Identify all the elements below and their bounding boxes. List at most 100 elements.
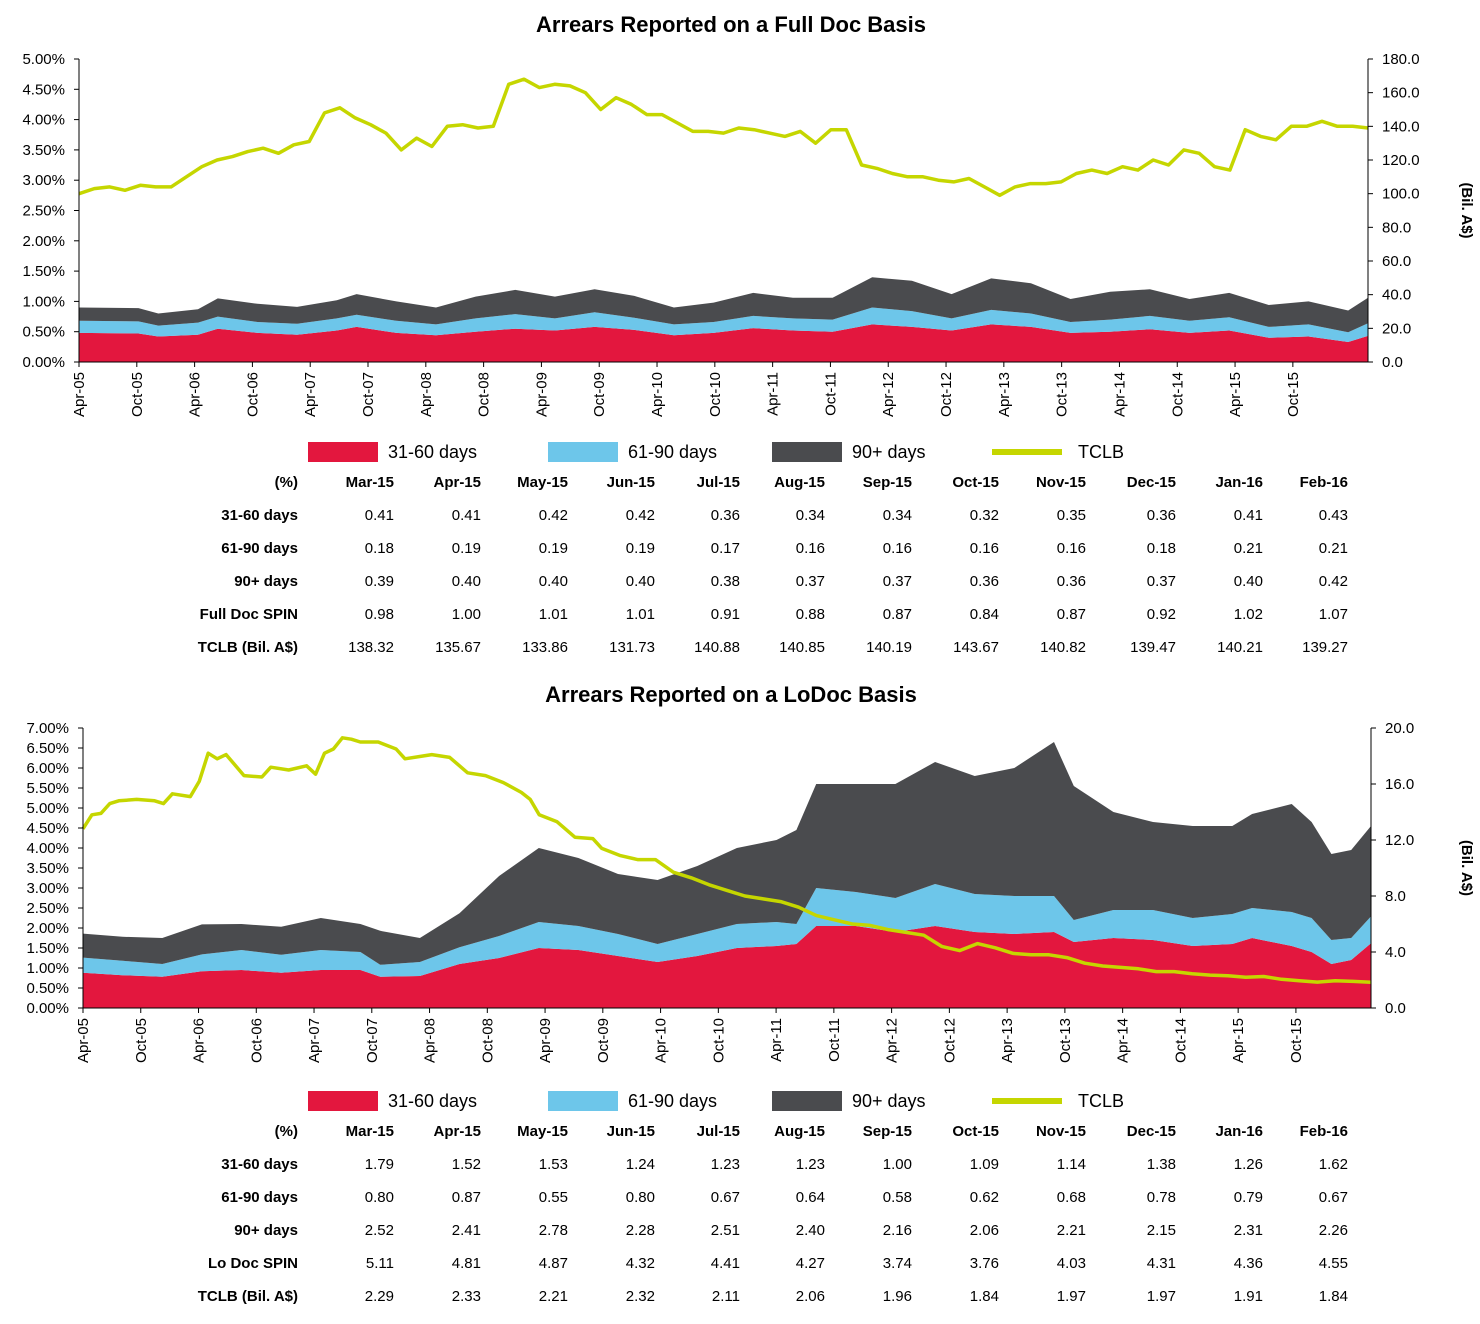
table-cell: 0.58 xyxy=(882,1189,912,1206)
x-tick-label: Apr-11 xyxy=(768,1018,785,1062)
table-cell: 0.16 xyxy=(882,540,912,557)
y-right-tick-label: 4.0 xyxy=(1385,944,1406,961)
table-row: TCLB (Bil. A$) 2.29 2.33 2.21 2.32 2.11 2.06 1.… xyxy=(150,1280,1348,1313)
y-left-tick-label: 3.50% xyxy=(22,142,65,159)
table-cell: 0.80 xyxy=(625,1189,655,1206)
table-cell: 0.18 xyxy=(1146,540,1176,557)
y-right-tick-label: 180.0 xyxy=(1382,51,1420,68)
table-cell: 0.40 xyxy=(1233,573,1263,590)
table-cell: 1.01 xyxy=(625,606,655,623)
table-cell: 0.42 xyxy=(1318,573,1348,590)
x-tick-label: Oct-08 xyxy=(476,372,493,417)
table-column-header: Oct-15 xyxy=(952,474,999,491)
table-cell: 2.28 xyxy=(625,1222,655,1239)
y-left-tick-label: 1.50% xyxy=(22,263,65,280)
table-cell: 0.84 xyxy=(969,606,999,623)
table-cell: 0.37 xyxy=(882,573,912,590)
legend-label: 31-60 days xyxy=(388,441,478,462)
table-cell: 2.21 xyxy=(538,1288,568,1305)
table-cell: 0.19 xyxy=(538,540,568,557)
table-column-header: Dec-15 xyxy=(1126,1123,1176,1140)
full-doc-chart: 0.00% 0.50% 1.00% 1.50% 2.00% 2.50% 3.00% 3.50%… xyxy=(22,51,1475,417)
table-cell: 4.87 xyxy=(538,1255,568,1272)
x-tick-label: Oct-06 xyxy=(244,372,261,417)
table-column-header: May-15 xyxy=(517,474,568,491)
table-cell: 0.92 xyxy=(1146,606,1176,623)
table-row: 31-60 days 0.41 0.41 0.42 0.42 0.36 0.34 0.34 0.… xyxy=(150,499,1348,532)
table-cell: 0.67 xyxy=(1318,1189,1348,1206)
table-cell: 0.41 xyxy=(364,507,394,524)
table-column-header: Feb-16 xyxy=(1299,474,1348,491)
y-right-tick-label: 160.0 xyxy=(1382,85,1420,102)
table-column-header: Nov-15 xyxy=(1035,1123,1086,1140)
table-cell: 0.34 xyxy=(882,507,912,524)
table-cell: 0.16 xyxy=(1056,540,1086,557)
legend-item-tclb: TCLB xyxy=(992,1087,1124,1115)
x-tick-label: Oct-12 xyxy=(941,1018,958,1063)
table-cell: 1.84 xyxy=(969,1288,999,1305)
x-tick-label: Oct-09 xyxy=(595,1018,612,1063)
table-cell: 140.19 xyxy=(866,639,912,656)
x-tick-label: Oct-09 xyxy=(591,372,608,417)
legend-swatch xyxy=(308,1091,378,1111)
table-column-header: Feb-16 xyxy=(1299,1123,1348,1140)
table-column-header: Apr-15 xyxy=(433,474,481,491)
full-doc-panel: Arrears Reported on a Full Doc Basis 0.0… xyxy=(22,12,1475,664)
x-tick-label: Oct-11 xyxy=(822,372,839,416)
full-doc-table: (%) Mar-15 Apr-15 May-15 Jun-15 Jul-15 Aug-15 S… xyxy=(150,466,1348,664)
table-cell: 135.67 xyxy=(435,639,481,656)
x-tick-label: Apr-15 xyxy=(1230,1018,1247,1063)
y-right-tick-label: 0.0 xyxy=(1385,1000,1406,1017)
y-left-tick-label: 0.00% xyxy=(22,354,65,371)
table-cell: 0.88 xyxy=(795,606,825,623)
table-column-header: Jan-16 xyxy=(1215,474,1263,491)
area-series-c6190 xyxy=(83,884,1371,977)
legend-item-61-90: 61-90 days xyxy=(548,1087,717,1115)
legend-swatch xyxy=(772,1091,842,1111)
table-cell: 2.06 xyxy=(795,1288,825,1305)
x-tick-label: Oct-07 xyxy=(364,1018,381,1063)
table-cell: 0.40 xyxy=(451,573,481,590)
y-right-tick-label: 0.0 xyxy=(1382,354,1403,371)
table-cell: 2.06 xyxy=(969,1222,999,1239)
table-row-label: 90+ days xyxy=(234,1222,298,1239)
table-column-header: Mar-15 xyxy=(345,474,394,491)
table-row-label: 61-90 days xyxy=(221,1189,298,1206)
legend-label: 61-90 days xyxy=(628,441,718,462)
table-cell: 0.17 xyxy=(710,540,740,557)
table-column-header: Jun-15 xyxy=(606,474,655,491)
legend-label: 31-60 days xyxy=(388,1090,478,1111)
y-left-tick-label: 1.00% xyxy=(26,960,69,977)
legend-item-90plus: 90+ days xyxy=(772,1087,926,1115)
table-cell: 4.03 xyxy=(1056,1255,1086,1272)
table-row: 90+ days 0.39 0.40 0.40 0.40 0.38 0.37 0.37 0.36… xyxy=(150,565,1348,598)
y-right-tick-label: 20.0 xyxy=(1382,320,1411,337)
y-left-tick-label: 2.00% xyxy=(22,233,65,250)
x-tick-label: Oct-05 xyxy=(133,1018,150,1063)
x-tick-label: Apr-14 xyxy=(1115,1018,1132,1063)
y-left-tick-label: 4.50% xyxy=(22,81,65,98)
table-cell: 4.55 xyxy=(1318,1255,1348,1272)
y-left-tick-label: 3.00% xyxy=(22,172,65,189)
table-cell: 1.96 xyxy=(882,1288,912,1305)
table-cell: 1.79 xyxy=(364,1156,394,1173)
table-row: Full Doc SPIN 0.98 1.00 1.01 1.01 0.91 0.88 0.8… xyxy=(150,598,1348,631)
table-cell: 0.42 xyxy=(625,507,655,524)
table-cell: 1.07 xyxy=(1318,606,1348,623)
legend-swatch xyxy=(992,1098,1062,1104)
table-cell: 2.26 xyxy=(1318,1222,1348,1239)
table-cell: 1.53 xyxy=(538,1156,568,1173)
table-cell: 2.41 xyxy=(451,1222,481,1239)
x-tick-label: Oct-06 xyxy=(248,1018,265,1063)
area-series-c3160 xyxy=(83,926,1371,1008)
table-cell: 5.11 xyxy=(365,1255,394,1272)
lodoc-chart: 0.00% 0.50% 1.00% 1.50% 2.00% 2.50% 3.00% 3.50%… xyxy=(26,720,1475,1063)
table-cell: 1.62 xyxy=(1318,1156,1348,1173)
y-right-tick-label: 60.0 xyxy=(1382,253,1411,270)
x-tick-label: Apr-08 xyxy=(422,1018,439,1063)
table-cell: 0.62 xyxy=(969,1189,999,1206)
x-tick-label: Apr-13 xyxy=(999,1018,1016,1063)
x-tick-label: Apr-09 xyxy=(537,1018,554,1063)
legend-item-31-60: 31-60 days xyxy=(308,1087,477,1115)
table-cell: 1.97 xyxy=(1056,1288,1086,1305)
